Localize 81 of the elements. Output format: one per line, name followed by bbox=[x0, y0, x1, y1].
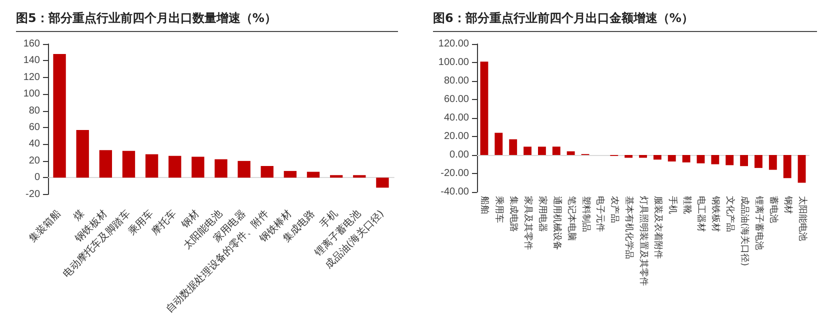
bar bbox=[768, 155, 777, 170]
bar bbox=[480, 62, 488, 155]
chart-title: 图6：部分重点行业前四个月出口金额增速（%） bbox=[433, 10, 817, 32]
bar bbox=[306, 172, 320, 178]
bar bbox=[376, 178, 389, 188]
y-tick-label: 0.00 bbox=[450, 150, 470, 160]
bar bbox=[76, 130, 89, 178]
bar bbox=[726, 155, 734, 166]
bar bbox=[145, 154, 158, 178]
x-tick-label: 农产品 bbox=[609, 196, 620, 223]
bar bbox=[740, 155, 748, 166]
bar bbox=[53, 54, 66, 178]
y-tick-label: 100.00 bbox=[438, 57, 470, 68]
x-tick-label: 钢材 bbox=[782, 195, 794, 214]
x-tick-label: 手机 bbox=[666, 196, 678, 214]
bar bbox=[624, 155, 633, 158]
y-tick-label: -20 bbox=[26, 188, 40, 200]
y-tick-label: 0 bbox=[34, 172, 40, 184]
y-tick-label: 120.00 bbox=[438, 38, 470, 50]
x-tick-label: 灯具照明装置及其零件 bbox=[638, 196, 649, 286]
bar bbox=[524, 146, 532, 155]
bar bbox=[238, 160, 250, 178]
x-tick-label: 家用电器 bbox=[536, 196, 548, 232]
bar bbox=[552, 146, 560, 155]
bar bbox=[639, 155, 647, 158]
x-tick-label: 文化产品 bbox=[724, 196, 736, 232]
x-tick-label: 通用机械设备 bbox=[551, 196, 562, 250]
bar bbox=[260, 166, 274, 178]
y-tick-label: 60.00 bbox=[444, 94, 470, 105]
bar bbox=[284, 170, 297, 178]
x-tick-label: 蓄电池 bbox=[768, 196, 779, 223]
x-tick-label: 集装箱船 bbox=[26, 208, 64, 245]
y-tick-label: -40.00 bbox=[440, 186, 470, 198]
bar bbox=[682, 155, 690, 162]
y-tick-label: 140 bbox=[23, 55, 40, 66]
x-tick-label: 锂离子蓄电池 bbox=[753, 195, 764, 250]
bar bbox=[494, 132, 503, 155]
bar bbox=[330, 175, 343, 178]
y-tick-label: 100 bbox=[23, 88, 40, 100]
bar bbox=[668, 155, 676, 162]
bar bbox=[509, 139, 518, 155]
bar bbox=[783, 155, 792, 178]
bar bbox=[122, 150, 136, 178]
y-tick-label: 40.00 bbox=[444, 112, 470, 124]
x-tick-label: 家具及其零件 bbox=[522, 196, 534, 250]
x-tick-label: 塑料制品 bbox=[580, 196, 592, 232]
x-tick-label: 成品油(海关口径) bbox=[739, 196, 750, 266]
x-tick-label: 太阳能电池 bbox=[796, 196, 808, 241]
y-tick-label: 80.00 bbox=[444, 76, 470, 86]
bar bbox=[711, 155, 720, 164]
bar bbox=[798, 155, 806, 183]
y-tick-label: 60 bbox=[28, 122, 40, 134]
x-tick-label: 鞋靴 bbox=[681, 196, 692, 214]
bar bbox=[566, 151, 575, 155]
bar bbox=[696, 155, 705, 164]
bar bbox=[214, 159, 228, 178]
bar bbox=[754, 155, 762, 168]
bar bbox=[99, 150, 112, 178]
bar bbox=[538, 146, 546, 155]
bar bbox=[168, 156, 182, 178]
x-tick-label: 电工器材 bbox=[696, 196, 707, 232]
chart-title: 图5：部分重点行业前四个月出口数量增速（%） bbox=[16, 10, 398, 32]
x-tick-label: 船舶 bbox=[479, 196, 490, 214]
y-tick-label: 20.00 bbox=[444, 131, 470, 142]
y-tick-label: 20 bbox=[28, 155, 40, 166]
y-tick-label: -20.00 bbox=[440, 168, 470, 179]
x-tick-label: 钢铁板材 bbox=[710, 195, 722, 232]
y-tick-label: 40 bbox=[28, 138, 40, 150]
bar bbox=[353, 175, 366, 178]
x-tick-label: 乘用车 bbox=[494, 196, 505, 223]
x-tick-label: 煤 bbox=[70, 208, 86, 224]
x-tick-label: 基本有机化学品 bbox=[624, 196, 635, 259]
bar bbox=[192, 156, 204, 178]
y-tick-label: 120 bbox=[23, 72, 40, 83]
y-tick-label: 160 bbox=[23, 38, 40, 50]
bar bbox=[653, 155, 662, 160]
x-tick-label: 笔记本电脑 bbox=[566, 196, 577, 241]
x-tick-label: 服装及衣着附件 bbox=[652, 196, 664, 259]
x-tick-label: 集成电路 bbox=[508, 196, 520, 232]
y-tick-label: 80 bbox=[28, 105, 40, 116]
x-tick-label: 电子元件 bbox=[594, 196, 606, 232]
